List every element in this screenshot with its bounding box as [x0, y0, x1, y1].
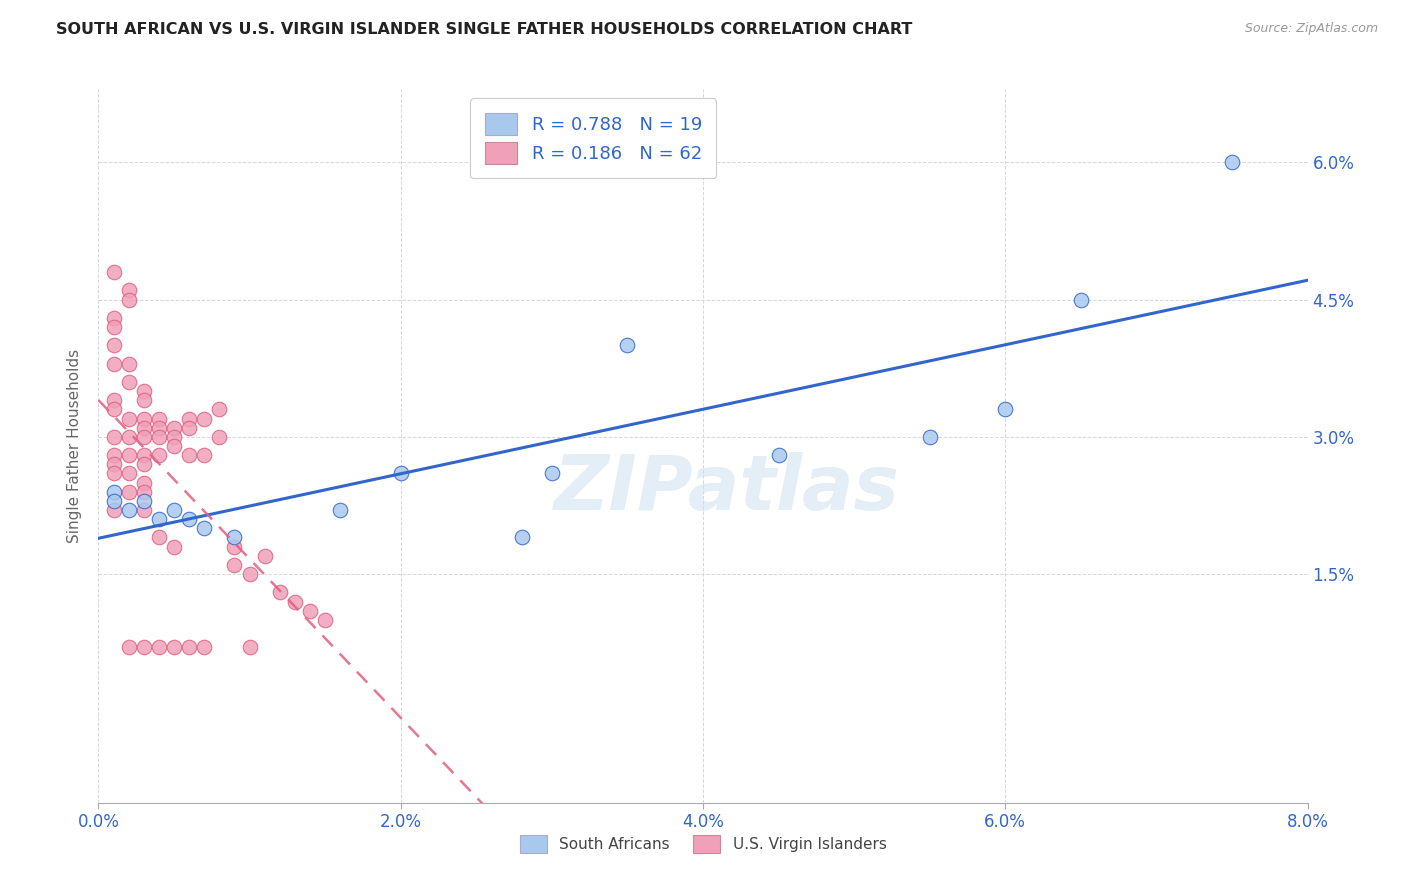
Point: [118, 375, 141, 389]
Point: [132, 448, 155, 462]
Y-axis label: Single Father Households: Single Father Households: [66, 349, 82, 543]
Point: [148, 531, 170, 545]
Point: [193, 521, 215, 535]
Point: [103, 448, 125, 462]
Point: [118, 293, 141, 307]
Point: [118, 503, 141, 517]
Point: [163, 439, 186, 453]
Point: [510, 531, 533, 545]
Point: [193, 640, 215, 655]
Point: [148, 512, 170, 526]
Point: [179, 420, 201, 434]
Point: [103, 310, 125, 325]
Point: [132, 420, 155, 434]
Point: [132, 475, 155, 490]
Point: [103, 402, 125, 417]
Point: [118, 357, 141, 371]
Point: [768, 448, 790, 462]
Point: [179, 512, 201, 526]
Point: [1070, 293, 1092, 307]
Text: Source: ZipAtlas.com: Source: ZipAtlas.com: [1244, 22, 1378, 36]
Point: [269, 585, 291, 599]
Point: [103, 484, 125, 499]
Point: [224, 558, 246, 572]
Point: [118, 467, 141, 481]
Point: [193, 411, 215, 425]
Point: [239, 567, 262, 582]
Point: [132, 430, 155, 444]
Point: [103, 265, 125, 279]
Point: [132, 411, 155, 425]
Point: [616, 338, 638, 352]
Point: [163, 420, 186, 434]
Point: [179, 448, 201, 462]
Point: [132, 393, 155, 408]
Point: [103, 467, 125, 481]
Point: [103, 430, 125, 444]
Point: [103, 494, 125, 508]
Point: [918, 430, 941, 444]
Point: [179, 411, 201, 425]
Point: [1220, 155, 1243, 169]
Point: [118, 640, 141, 655]
Point: [329, 503, 352, 517]
Point: [994, 402, 1017, 417]
Point: [148, 430, 170, 444]
Point: [103, 458, 125, 472]
Point: [389, 467, 412, 481]
Point: [103, 503, 125, 517]
Point: [299, 604, 322, 618]
Point: [163, 640, 186, 655]
Point: [208, 402, 231, 417]
Text: SOUTH AFRICAN VS U.S. VIRGIN ISLANDER SINGLE FATHER HOUSEHOLDS CORRELATION CHART: SOUTH AFRICAN VS U.S. VIRGIN ISLANDER SI…: [56, 22, 912, 37]
Point: [103, 357, 125, 371]
Point: [132, 494, 155, 508]
Legend: South Africans, U.S. Virgin Islanders: South Africans, U.S. Virgin Islanders: [513, 829, 893, 859]
Point: [132, 384, 155, 398]
Point: [224, 540, 246, 554]
Point: [103, 393, 125, 408]
Point: [132, 484, 155, 499]
Text: ZIPatlas: ZIPatlas: [554, 452, 900, 525]
Point: [132, 503, 155, 517]
Point: [540, 467, 562, 481]
Point: [103, 338, 125, 352]
Point: [253, 549, 276, 563]
Point: [179, 640, 201, 655]
Point: [118, 448, 141, 462]
Point: [148, 448, 170, 462]
Point: [314, 613, 336, 627]
Point: [193, 448, 215, 462]
Point: [224, 531, 246, 545]
Point: [208, 430, 231, 444]
Point: [118, 430, 141, 444]
Point: [103, 320, 125, 334]
Point: [132, 640, 155, 655]
Point: [284, 594, 307, 608]
Point: [118, 284, 141, 298]
Point: [163, 503, 186, 517]
Point: [148, 640, 170, 655]
Point: [118, 411, 141, 425]
Point: [239, 640, 262, 655]
Point: [148, 411, 170, 425]
Point: [163, 430, 186, 444]
Point: [163, 540, 186, 554]
Point: [132, 458, 155, 472]
Point: [118, 484, 141, 499]
Point: [148, 420, 170, 434]
